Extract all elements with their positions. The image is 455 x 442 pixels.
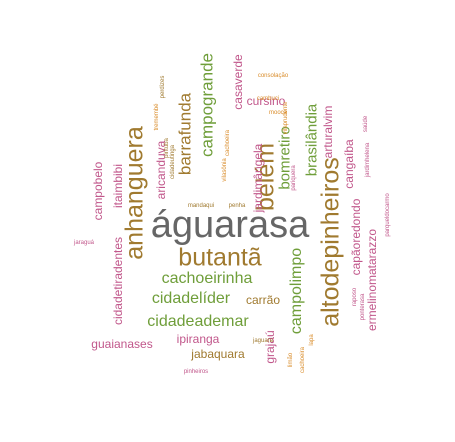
cloud-word: saúde — [363, 115, 369, 133]
cloud-word: campogrande — [197, 53, 217, 157]
cloud-word: parqueldocarmo — [385, 193, 391, 237]
cloud-word: cachoeirinha — [161, 270, 253, 287]
cloud-word: consolação — [257, 73, 289, 79]
cloud-word: altodepinheiros — [316, 157, 345, 327]
cloud-word: cidadeutinga — [170, 144, 176, 180]
cloud-word: cangaíba — [342, 139, 356, 189]
cloud-word: itaimbibi — [111, 163, 125, 209]
cloud-word: cidadeademar — [147, 313, 249, 330]
cloud-word: ipiranga — [176, 332, 220, 346]
cloud-word: jabaquara — [191, 347, 245, 361]
cloud-word: penha — [228, 203, 246, 209]
cloud-word: butantã — [178, 243, 262, 272]
cloud-word: guaianases — [91, 337, 153, 351]
cloud-word: ponterasa — [360, 293, 366, 321]
cloud-word: águarasa — [150, 204, 310, 246]
cloud-word: pinheiros — [183, 369, 209, 375]
cloud-word: jardimhelena — [365, 142, 371, 178]
cloud-word: mandaqui — [187, 203, 215, 209]
cloud-word: cachoeira — [300, 346, 306, 374]
cloud-word: arturalvim — [321, 105, 335, 159]
cloud-word: anhanguera — [120, 126, 149, 260]
cloud-word: jaraguá — [73, 240, 95, 246]
cloud-word: perdizes — [160, 75, 166, 99]
cloud-word: barrafunda — [175, 92, 195, 176]
cloud-word: mooca — [268, 110, 288, 116]
cloud-word: tremembé — [154, 103, 160, 131]
cloud-word: cambuci — [256, 96, 280, 102]
cloud-word: cachoeira — [225, 129, 231, 157]
cloud-word: limão — [288, 352, 294, 368]
cloud-word: capãoredondo — [349, 198, 363, 276]
cloud-word: cursino — [246, 94, 286, 108]
cloud-word: carrão — [245, 293, 281, 307]
cloud-word: cidadelíder — [151, 290, 231, 307]
cloud-word: ermelinomatarazzo — [365, 228, 379, 332]
cloud-word: jaguara — [252, 338, 274, 344]
cloud-word: casaverde — [231, 54, 245, 110]
cloud-word: cidadetiradentes — [111, 236, 125, 326]
cloud-word: grajaú — [263, 330, 277, 364]
cloud-word: raposo — [352, 287, 358, 307]
cloud-word: brasilândia — [303, 103, 321, 177]
cloud-word: campobelo — [91, 161, 105, 221]
cloud-word: campolimpo — [288, 247, 305, 335]
cloud-word: vilaprudente — [283, 101, 289, 135]
cloud-word: vilasônia — [222, 158, 228, 182]
cloud-word: lapa — [309, 334, 315, 346]
cloud-word: pariquera — [291, 165, 297, 191]
cloud-word: jardimângela — [251, 143, 265, 213]
